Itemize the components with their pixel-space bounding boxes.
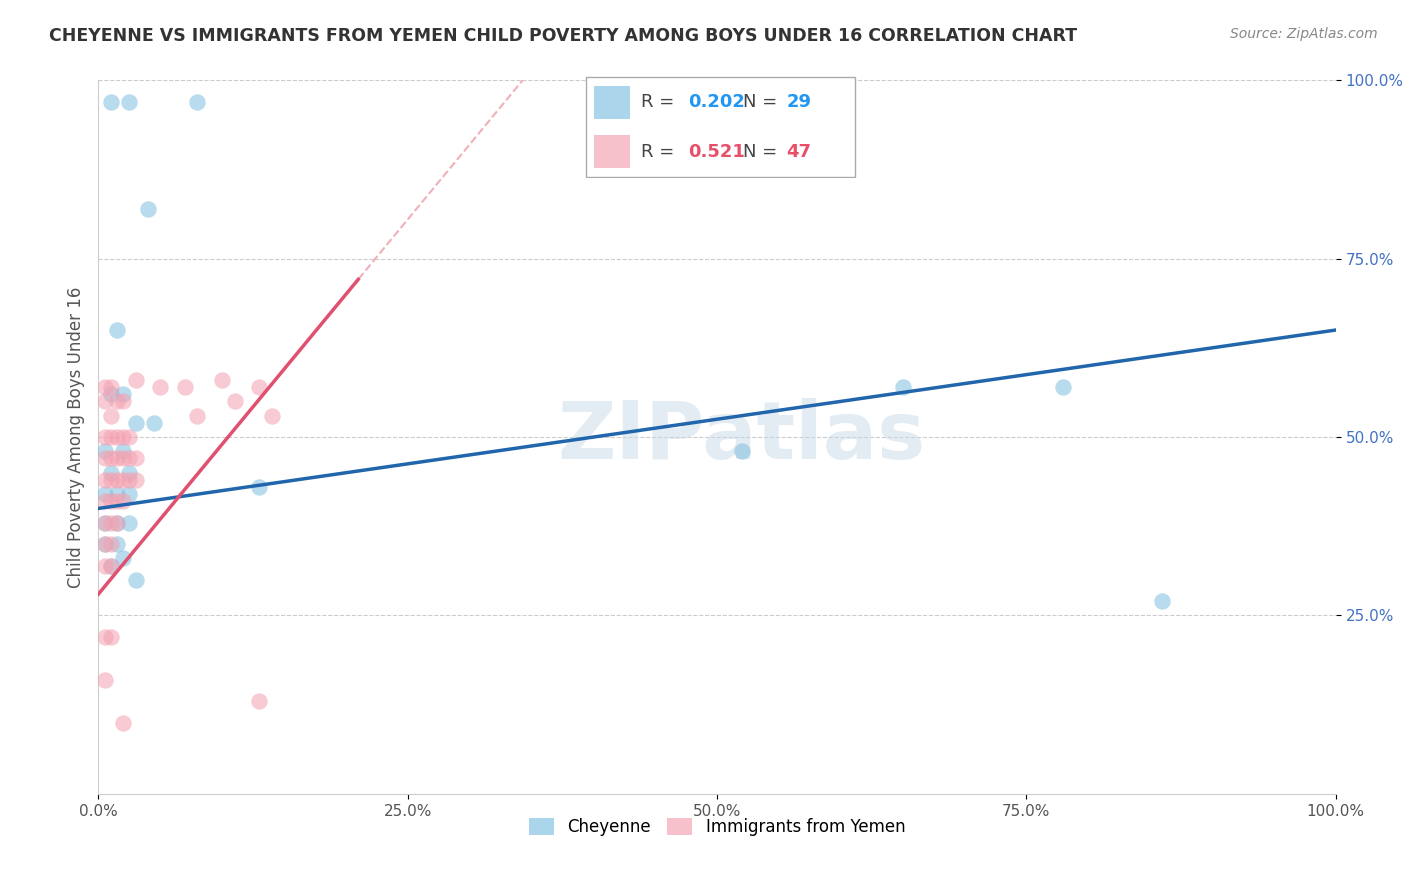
Text: 47: 47 bbox=[786, 143, 811, 161]
Point bbox=[93, 394, 115, 409]
Text: N =: N = bbox=[742, 143, 783, 161]
Point bbox=[260, 409, 283, 423]
Point bbox=[100, 558, 122, 573]
Point bbox=[100, 630, 122, 644]
Point bbox=[100, 466, 122, 480]
Point bbox=[112, 473, 135, 487]
FancyBboxPatch shape bbox=[586, 77, 855, 178]
Point bbox=[105, 537, 128, 551]
Point bbox=[124, 573, 146, 587]
Point bbox=[100, 494, 122, 508]
Point bbox=[112, 494, 135, 508]
Point bbox=[93, 537, 115, 551]
Point bbox=[186, 409, 208, 423]
Point bbox=[93, 487, 115, 501]
Point bbox=[112, 451, 135, 466]
Point bbox=[93, 494, 115, 508]
Point bbox=[100, 95, 122, 109]
Point bbox=[124, 416, 146, 430]
Point bbox=[93, 430, 115, 444]
Point bbox=[247, 694, 270, 708]
Point bbox=[112, 430, 135, 444]
Point bbox=[118, 95, 141, 109]
Point bbox=[93, 444, 115, 458]
Point bbox=[118, 473, 141, 487]
Point bbox=[118, 466, 141, 480]
Point bbox=[1052, 380, 1074, 394]
Point bbox=[93, 630, 115, 644]
Point bbox=[124, 473, 146, 487]
Point bbox=[93, 537, 115, 551]
Point bbox=[1152, 594, 1174, 608]
Point bbox=[105, 516, 128, 530]
Point bbox=[93, 451, 115, 466]
Point bbox=[118, 516, 141, 530]
Point bbox=[124, 451, 146, 466]
Point bbox=[100, 430, 122, 444]
Point bbox=[149, 380, 172, 394]
Point bbox=[105, 473, 128, 487]
Text: R =: R = bbox=[641, 94, 681, 112]
Point bbox=[105, 430, 128, 444]
Point bbox=[93, 380, 115, 394]
Point bbox=[100, 409, 122, 423]
Point bbox=[143, 416, 166, 430]
Point bbox=[174, 380, 197, 394]
Point bbox=[93, 558, 115, 573]
Point bbox=[112, 394, 135, 409]
Text: CHEYENNE VS IMMIGRANTS FROM YEMEN CHILD POVERTY AMONG BOYS UNDER 16 CORRELATION : CHEYENNE VS IMMIGRANTS FROM YEMEN CHILD … bbox=[49, 27, 1077, 45]
Text: 0.202: 0.202 bbox=[688, 94, 745, 112]
Point bbox=[731, 444, 754, 458]
FancyBboxPatch shape bbox=[595, 136, 630, 168]
Point bbox=[118, 487, 141, 501]
Point bbox=[891, 380, 914, 394]
Point bbox=[93, 516, 115, 530]
Point bbox=[105, 394, 128, 409]
Text: R =: R = bbox=[641, 143, 681, 161]
Point bbox=[93, 673, 115, 687]
Text: N =: N = bbox=[742, 94, 783, 112]
Point bbox=[100, 473, 122, 487]
Point bbox=[247, 480, 270, 494]
Text: 29: 29 bbox=[786, 94, 811, 112]
Point bbox=[93, 473, 115, 487]
Point bbox=[118, 451, 141, 466]
Text: Source: ZipAtlas.com: Source: ZipAtlas.com bbox=[1230, 27, 1378, 41]
Point bbox=[93, 516, 115, 530]
Point bbox=[105, 451, 128, 466]
Point bbox=[112, 387, 135, 401]
Point bbox=[105, 494, 128, 508]
Point bbox=[112, 715, 135, 730]
Point bbox=[211, 373, 233, 387]
Point bbox=[105, 516, 128, 530]
Point bbox=[118, 430, 141, 444]
Y-axis label: Child Poverty Among Boys Under 16: Child Poverty Among Boys Under 16 bbox=[66, 286, 84, 588]
Point bbox=[112, 551, 135, 566]
Point bbox=[100, 380, 122, 394]
Point bbox=[112, 444, 135, 458]
Point bbox=[100, 451, 122, 466]
FancyBboxPatch shape bbox=[595, 87, 630, 119]
Point bbox=[105, 323, 128, 337]
Legend: Cheyenne, Immigrants from Yemen: Cheyenne, Immigrants from Yemen bbox=[522, 811, 912, 843]
Point bbox=[100, 387, 122, 401]
Text: 0.521: 0.521 bbox=[688, 143, 745, 161]
Point bbox=[224, 394, 246, 409]
Point bbox=[136, 202, 159, 216]
Point bbox=[247, 380, 270, 394]
Point bbox=[186, 95, 208, 109]
Point bbox=[100, 516, 122, 530]
Text: ZIPatlas: ZIPatlas bbox=[558, 398, 927, 476]
Point bbox=[124, 373, 146, 387]
Point bbox=[100, 537, 122, 551]
Point bbox=[105, 487, 128, 501]
Point bbox=[100, 558, 122, 573]
